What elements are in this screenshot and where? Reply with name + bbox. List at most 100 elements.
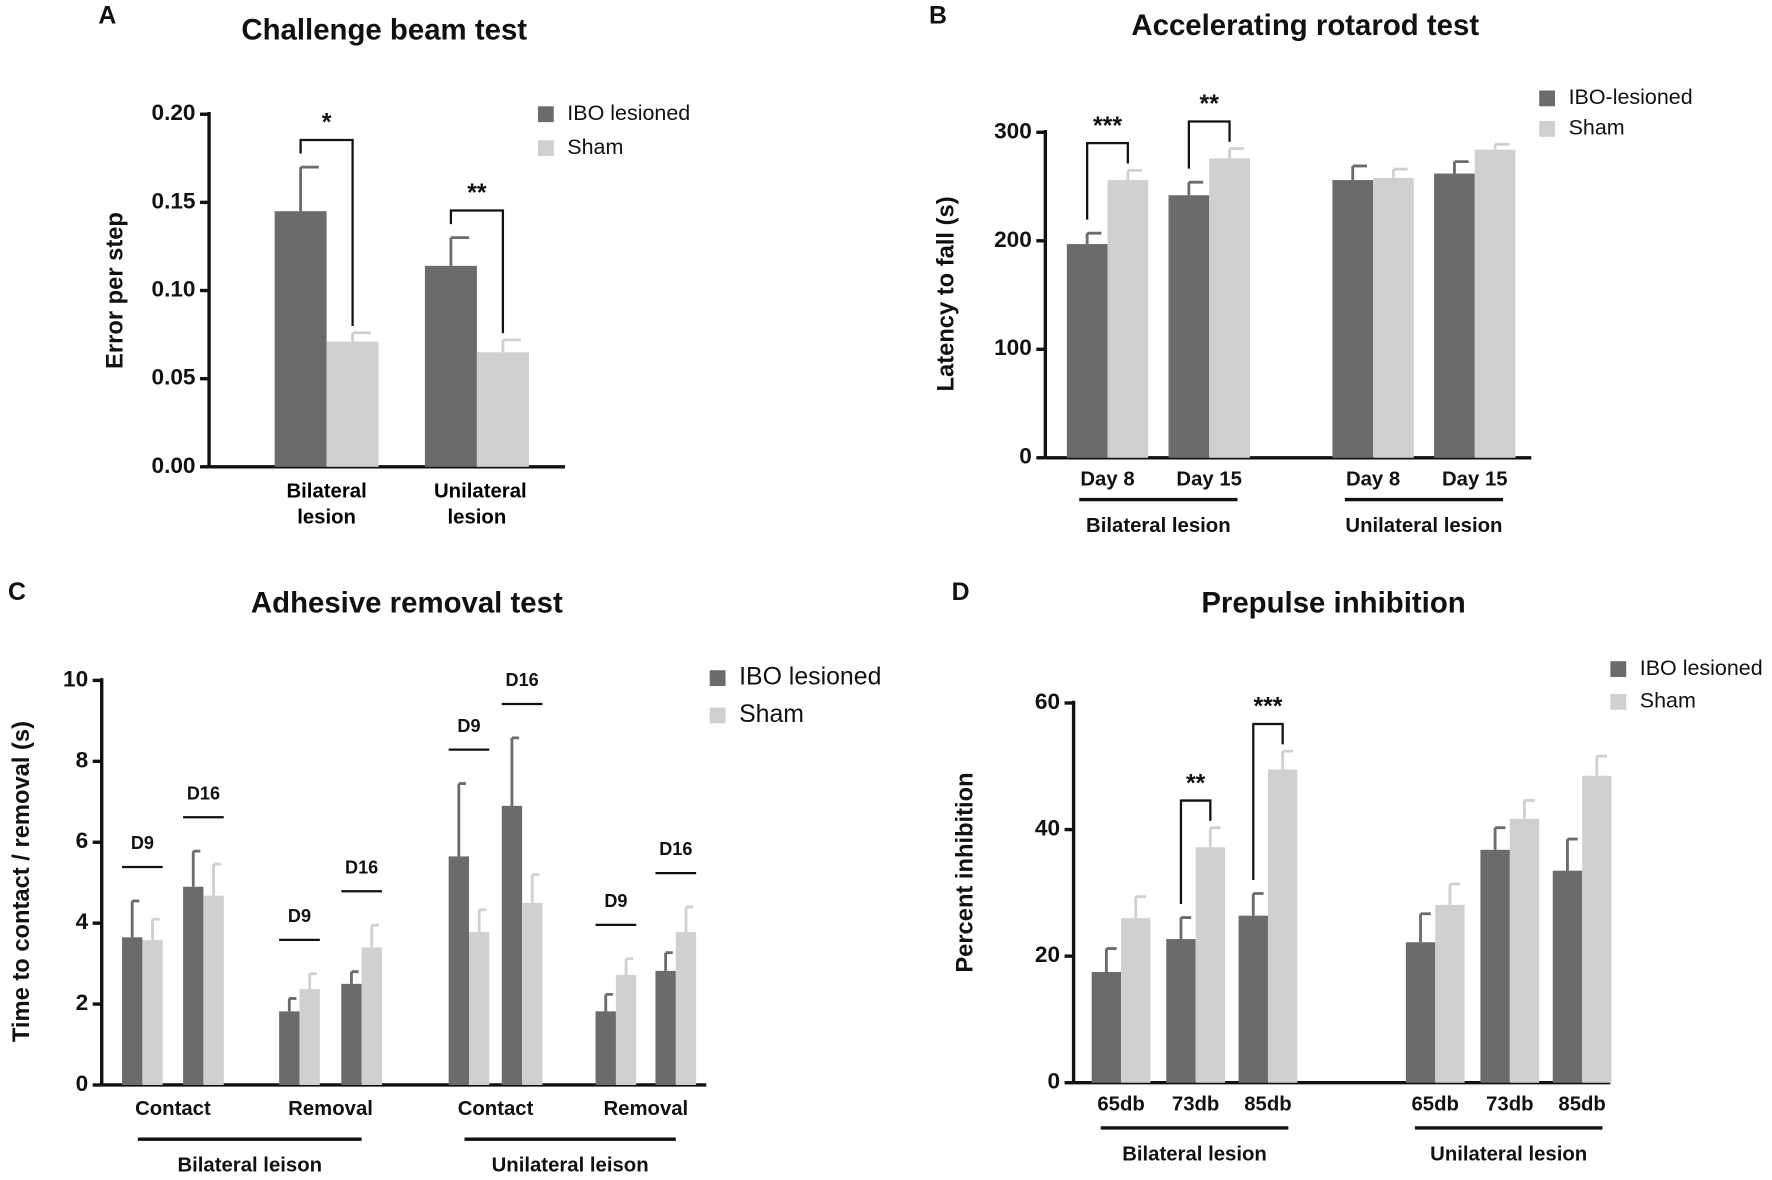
error-bar [1134, 895, 1147, 919]
x-tick-label: Day 8 [1080, 469, 1134, 491]
bar [1434, 173, 1475, 458]
error-bar [530, 873, 540, 903]
y-tick-label: 2 [76, 990, 89, 1015]
significance-label: * [322, 109, 332, 137]
bar [1582, 775, 1612, 1083]
error-bar [604, 992, 613, 1012]
bar [1474, 149, 1516, 458]
day-label: D9 [604, 891, 627, 911]
y-axis-label: Percent inhibition [953, 772, 979, 972]
group-label: Bilateral lesion [1122, 1143, 1267, 1165]
error-bar [130, 899, 140, 938]
legend-swatch [1539, 90, 1556, 107]
error-bar [370, 923, 379, 948]
error-bar [191, 849, 201, 887]
error-bar [1351, 164, 1367, 181]
significance-label: ** [1186, 769, 1206, 797]
y-axis-label: Error per step [103, 212, 129, 369]
error-bar [1419, 912, 1431, 943]
day-label: D16 [345, 857, 378, 877]
legend-label: Sham [739, 700, 804, 728]
subgroup-label: Contact [135, 1098, 211, 1120]
error-bar [1453, 160, 1469, 174]
bar [501, 805, 523, 1085]
legend-label: Sham [1640, 689, 1696, 713]
error-bar [151, 917, 160, 941]
error-bar [624, 957, 634, 975]
y-tick-label: 60 [1035, 689, 1060, 714]
bar [1480, 849, 1510, 1083]
panel-letter: C [8, 578, 26, 606]
legend-swatch [1539, 121, 1556, 137]
significance-bracket [1187, 120, 1231, 169]
x-tick-label: Day 15 [1442, 469, 1508, 491]
error-bar [1208, 826, 1221, 848]
bar [675, 932, 697, 1085]
bar [1066, 244, 1108, 458]
x-tick-label: 65db [1412, 1094, 1459, 1116]
error-bar [1595, 754, 1608, 776]
error-bar [1187, 180, 1204, 196]
y-tick-label: 0.10 [152, 276, 196, 301]
legend-swatch [709, 670, 726, 687]
bar [476, 352, 529, 467]
subgroup-label: Removal [288, 1098, 373, 1120]
panel-letter: A [98, 2, 116, 30]
y-tick-label: 0.20 [152, 100, 196, 125]
y-tick-label: 100 [994, 335, 1032, 360]
legend-swatch [709, 707, 726, 724]
bar [183, 886, 204, 1085]
y-axis-label: Time to contact / removal (s) [9, 721, 35, 1042]
x-tick-label: 65db [1097, 1094, 1144, 1116]
y-tick-label: 4 [76, 909, 89, 934]
chart-title: Adhesive removal test [251, 586, 563, 619]
bar [341, 983, 362, 1085]
bar [522, 902, 543, 1085]
x-tick-label: Day 8 [1346, 469, 1400, 491]
chart-title: Accelerating rotarod test [1131, 9, 1479, 42]
bar [1509, 818, 1540, 1083]
bar [299, 989, 320, 1085]
x-tick-label-box: Bilateral lesion [286, 479, 366, 528]
legend-swatch [537, 106, 554, 123]
significance-bracket [1252, 722, 1284, 880]
x-tick-label: 85db [1244, 1094, 1291, 1116]
subgroup-label: Removal [603, 1098, 688, 1120]
error-bar [1281, 749, 1293, 770]
y-tick-label: 0.05 [152, 365, 196, 390]
y-tick-label: 0.15 [152, 188, 196, 213]
bar [424, 265, 477, 467]
bar [1405, 942, 1436, 1083]
y-tick-label: 6 [76, 828, 89, 853]
bar [1195, 847, 1226, 1083]
y-tick-label: 40 [1035, 816, 1060, 841]
error-bar [1493, 826, 1506, 850]
y-axis-label: Latency to fall (s) [933, 196, 959, 391]
chart-title: Challenge beam test [241, 13, 527, 46]
error-bar [1179, 916, 1192, 940]
x-tick-label: 73db [1486, 1094, 1533, 1116]
error-bar [501, 338, 522, 353]
bar [1267, 769, 1298, 1083]
group-label: Unilateral lesion [1430, 1143, 1587, 1165]
bar [326, 341, 379, 467]
y-tick-label: 0 [1019, 444, 1032, 469]
x-tick-label: 73db [1172, 1094, 1219, 1116]
bar [1107, 180, 1149, 458]
bar [279, 1011, 300, 1085]
significance-label: ** [467, 179, 487, 207]
significance-bracket [449, 209, 505, 334]
error-bar [351, 331, 371, 342]
bar [1552, 870, 1583, 1083]
x-tick-label: 85db [1558, 1094, 1605, 1116]
error-bar [1126, 168, 1143, 181]
x-tick-label-box: Unilateral lesion [434, 479, 527, 528]
significance-label: ** [1200, 90, 1220, 118]
bar [1121, 918, 1151, 1083]
chart-title: Prepulse inhibition [1201, 586, 1465, 619]
error-bar [287, 996, 297, 1012]
bar [122, 937, 143, 1085]
bar [448, 856, 469, 1085]
